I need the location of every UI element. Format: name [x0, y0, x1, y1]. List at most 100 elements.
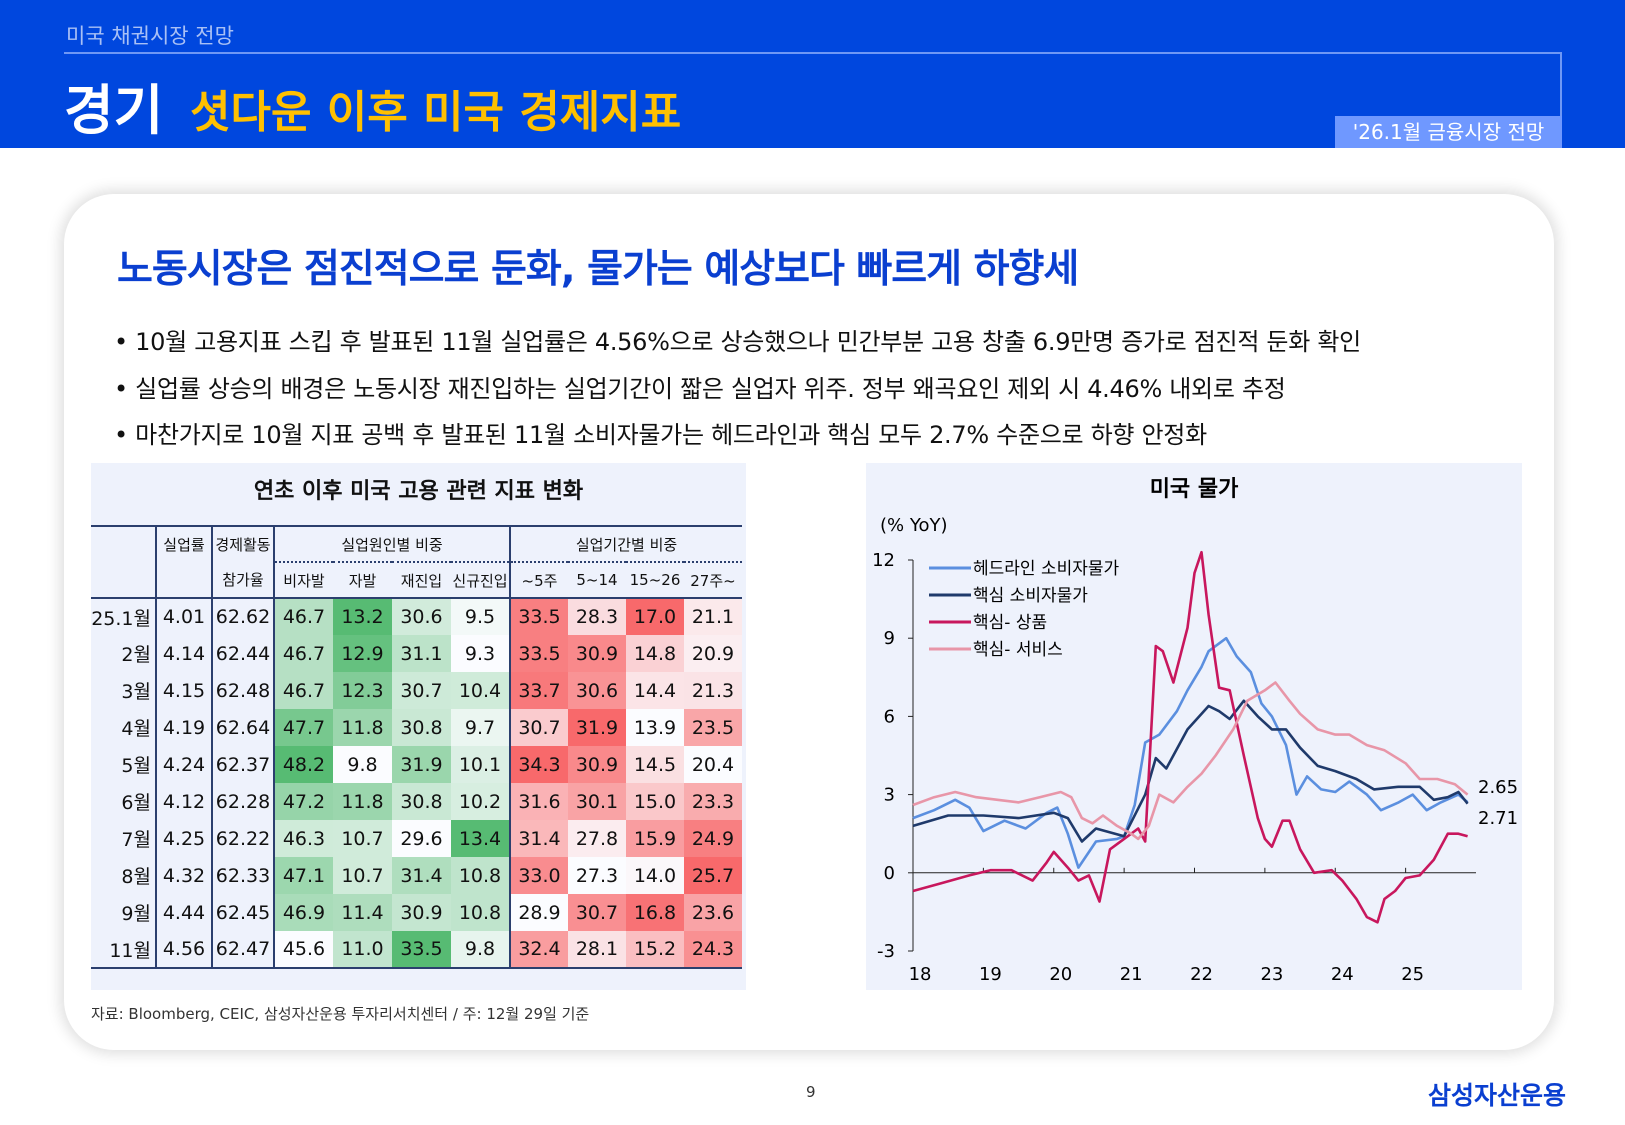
table-cell: 4.12: [156, 783, 213, 820]
x-tick-label: 20: [1049, 964, 1072, 985]
x-tick-label: 21: [1120, 964, 1143, 985]
divider: [1560, 52, 1562, 118]
table-row: 5월 4.24 62.37 48.2 9.8 31.9 10.1 34.3 30.9 14.5 20…: [91, 746, 742, 783]
series-line-1: [912, 699, 1469, 843]
table-cell: 10.8: [451, 894, 511, 931]
table-row: 8월 4.32 62.33 47.1 10.7 31.4 10.8 33.0 27.3 14.0 2…: [91, 857, 742, 894]
table-cell: 10.4: [451, 672, 511, 709]
table-cell: 30.9: [568, 635, 626, 672]
table-cell: 27.8: [568, 820, 626, 857]
header-row: 실업률 경제활동 실업원인별 비중 실업기간별 비중: [91, 525, 742, 563]
row-label: 11월: [91, 931, 157, 969]
table-cell: 30.9: [568, 746, 626, 783]
report-badge: '26.1월 금융시장 전망: [1335, 116, 1562, 148]
table-cell: 24.3: [684, 931, 742, 969]
series-line-2: [912, 550, 1468, 924]
table-cell: 11.8: [333, 783, 392, 820]
legend-label: 핵심- 상품: [973, 613, 1047, 633]
legend-label: 핵심 소비자물가: [973, 586, 1088, 606]
header-cell: ~5주: [510, 562, 568, 599]
table-cell: 15.0: [626, 783, 684, 820]
table-cell: 62.64: [212, 709, 275, 746]
x-tick-label: 22: [1190, 964, 1213, 985]
table-cell: 33.5: [510, 598, 568, 635]
table-cell: 30.7: [568, 894, 626, 931]
table-row: 4월 4.19 62.64 47.7 11.8 30.8 9.7 30.7 31.9 13.9 23…: [91, 709, 742, 746]
table-cell: 14.5: [626, 746, 684, 783]
table-cell: 10.1: [451, 746, 511, 783]
table-row: 9월 4.44 62.45 46.9 11.4 30.9 10.8 28.9 30.7 16.8 2…: [91, 894, 742, 931]
table-cell: 33.7: [510, 672, 568, 709]
table-cell: 46.3: [274, 820, 333, 857]
table-cell: 31.9: [392, 746, 451, 783]
table-cell: 24.9: [684, 820, 742, 857]
table-cell: 13.2: [333, 598, 392, 635]
y-tick-label: 6: [884, 706, 895, 727]
headline: 노동시장은 점진적으로 둔화, 물가는 예상보다 빠르게 하향세: [117, 247, 1079, 292]
source-note: 자료: Bloomberg, CEIC, 삼성자산운용 투자리서치센터 / 주:…: [91, 1005, 590, 1023]
end-label: 2.65: [1478, 777, 1518, 798]
table-cell: 15.9: [626, 820, 684, 857]
section-label: 미국 채권시장 전망: [66, 24, 234, 48]
table-cell: 11.8: [333, 709, 392, 746]
y-tick-label: 12: [872, 550, 895, 571]
company-logo: 삼성자산운용: [1428, 1081, 1567, 1110]
table-cell: 21.1: [684, 598, 742, 635]
table-cell: 25.7: [684, 857, 742, 894]
row-label: 2월: [91, 635, 157, 672]
table-cell: 31.6: [510, 783, 568, 820]
header-cell: 실업기간별 비중: [510, 525, 742, 563]
table-cell: 30.6: [392, 598, 451, 635]
table-cell: 34.3: [510, 746, 568, 783]
table-cell: 46.7: [274, 672, 333, 709]
legend-label: 핵심- 서비스: [973, 640, 1063, 660]
table-cell: 15.2: [626, 931, 684, 969]
table-cell: 30.7: [392, 672, 451, 709]
bullet: • 마찬가지로 10월 지표 공백 후 발표된 11월 소비자물가는 헤드라인과…: [114, 421, 1207, 449]
header-cell: [156, 562, 213, 599]
table-cell: 4.32: [156, 857, 213, 894]
table-row: 25.1월 4.01 62.62 46.7 13.2 30.6 9.5 33.5 28.3 17.…: [91, 598, 742, 635]
table-cell: 30.9: [392, 894, 451, 931]
table-cell: 29.6: [392, 820, 451, 857]
header-cell: 자발: [333, 562, 392, 599]
bullet: • 10월 고용지표 스킵 후 발표된 11월 실업률은 4.56%으로 상승했…: [114, 328, 1361, 356]
table-cell: 30.7: [510, 709, 568, 746]
row-label: 6월: [91, 783, 157, 820]
table-cell: 10.7: [333, 857, 392, 894]
employment-table-panel: 연초 이후 미국 고용 관련 지표 변화 실업률 경제활동 실업원인별 비중 실업기간…: [91, 463, 746, 990]
row-label: 5월: [91, 746, 157, 783]
header-bar: 미국 채권시장 전망 경기 셧다운 이후 미국 경제지표 '26.1월 금융시장…: [0, 0, 1625, 148]
table-cell: 4.14: [156, 635, 213, 672]
employment-table: 실업률 경제활동 실업원인별 비중 실업기간별 비중 참가율 비자발 자발 재진입 신규진입 ~5…: [91, 525, 742, 969]
y-tick-label: -3: [877, 941, 895, 962]
table-cell: 16.8: [626, 894, 684, 931]
x-tick-label: 23: [1260, 964, 1283, 985]
cpi-chart: 미국 물가 (% YoY) 12 9 6 3 0 -3 18 19 20 21 22 23 24 25 헤드라인…: [872, 477, 1518, 985]
table-cell: 28.9: [510, 894, 568, 931]
header-cell: 신규진입: [451, 562, 511, 599]
y-tick-label: 0: [884, 863, 895, 884]
x-tick-label: 25: [1401, 964, 1424, 985]
table-cell: 62.45: [212, 894, 275, 931]
table-cell: 20.4: [684, 746, 742, 783]
table-cell: 46.9: [274, 894, 333, 931]
table-cell: 33.5: [392, 931, 451, 969]
table-cell: 62.33: [212, 857, 275, 894]
row-label: 3월: [91, 672, 157, 709]
table-cell: 62.22: [212, 820, 275, 857]
header-row: 참가율 비자발 자발 재진입 신규진입 ~5주 5~14 15~26 27주~: [91, 562, 742, 599]
table-cell: 4.44: [156, 894, 213, 931]
header-cell: 실업률: [156, 525, 213, 562]
table-cell: 45.6: [274, 931, 333, 969]
table-cell: 4.15: [156, 672, 213, 709]
legend-label: 헤드라인 소비자물가: [973, 559, 1120, 579]
table-cell: 62.37: [212, 746, 275, 783]
table-cell: 17.0: [626, 598, 684, 635]
header-cell: 재진입: [392, 562, 451, 599]
header-cell: 참가율: [212, 562, 275, 599]
header-cell: [91, 562, 157, 599]
x-tick-label: 18: [909, 964, 932, 985]
table-cell: 21.3: [684, 672, 742, 709]
table-cell: 30.6: [568, 672, 626, 709]
